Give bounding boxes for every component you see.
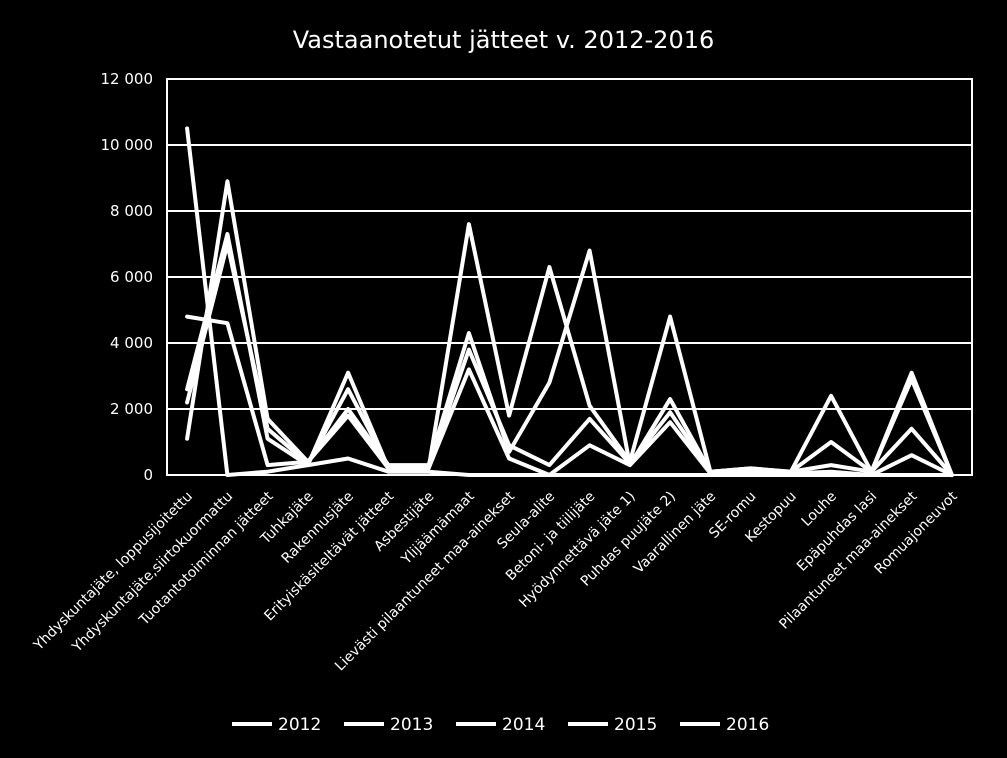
legend-label: 2015 bbox=[614, 715, 657, 735]
x-tick-label: Rakennusjäte bbox=[279, 489, 357, 567]
legend-label: 2012 bbox=[278, 715, 321, 735]
series-line-2014 bbox=[185, 179, 954, 477]
series-line-2016 bbox=[185, 242, 954, 477]
y-tick-label: 8 000 bbox=[110, 202, 153, 220]
series-line-2015 bbox=[185, 222, 954, 477]
y-tick-label: 6 000 bbox=[110, 268, 153, 286]
legend-label: 2013 bbox=[390, 715, 433, 735]
legend-label: 2014 bbox=[502, 715, 545, 735]
chart-title: Vastaanotetut jätteet v. 2012-2016 bbox=[292, 26, 715, 54]
y-tick-label: 4 000 bbox=[110, 334, 153, 352]
series-line-2012 bbox=[185, 126, 954, 477]
y-tick-label: 12 000 bbox=[101, 70, 154, 88]
legend-label: 2016 bbox=[726, 715, 769, 735]
y-tick-label: 10 000 bbox=[101, 136, 154, 154]
y-tick-label: 2 000 bbox=[110, 400, 153, 418]
x-tick-label: Yhdyskuntajäte,siirtokuormattu bbox=[69, 489, 237, 657]
x-tick-label: Yhdyskuntajäte, loppusijoitettu bbox=[30, 489, 196, 655]
y-tick-label: 0 bbox=[143, 466, 153, 484]
